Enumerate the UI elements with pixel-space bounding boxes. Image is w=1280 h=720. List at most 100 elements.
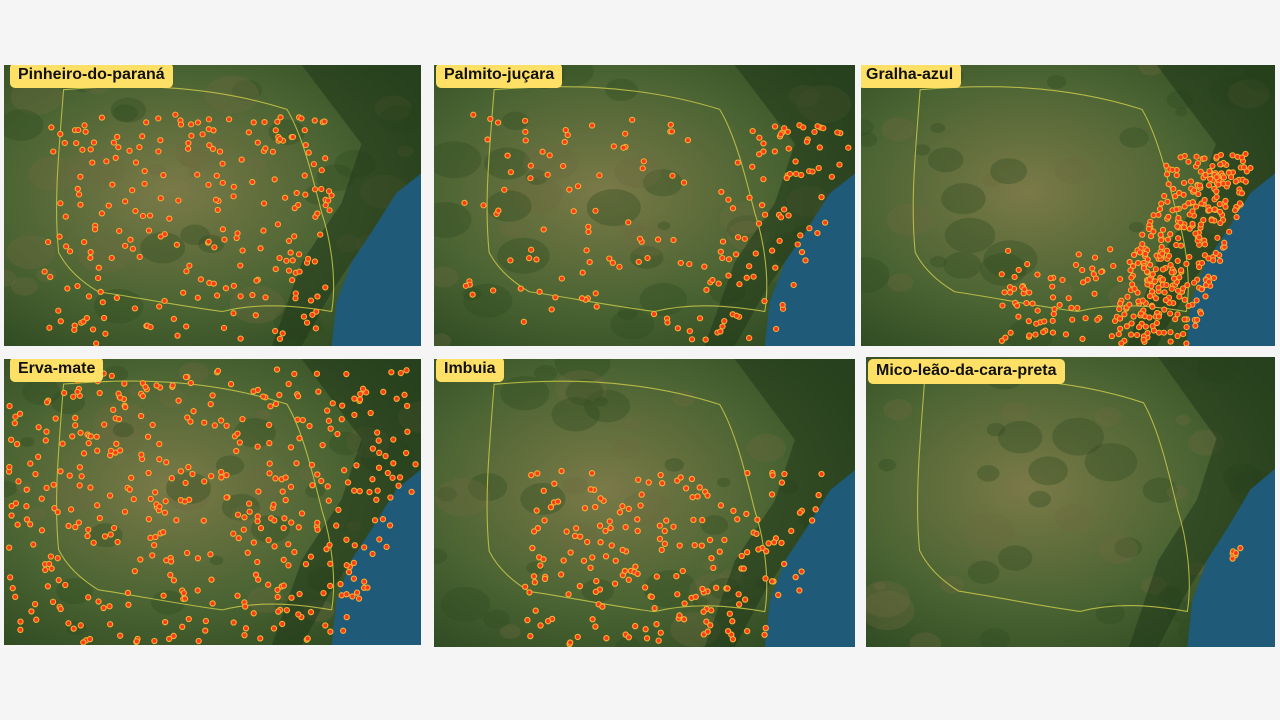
terrain-patch [508, 176, 563, 214]
terrain-patch [165, 472, 212, 505]
occurrence-point [551, 480, 558, 487]
occurrence-point [1159, 276, 1167, 283]
occurrence-point [771, 148, 778, 155]
occurrence-point [57, 605, 64, 613]
occurrence-point [225, 116, 233, 123]
occurrence-point [1243, 168, 1250, 175]
terrain-patch [179, 148, 207, 168]
occurrence-point [397, 369, 404, 377]
occurrence-point [84, 532, 91, 540]
occurrence-point [544, 617, 552, 625]
occurrence-point [33, 616, 40, 623]
terrain-patch [520, 482, 566, 515]
occurrence-point [170, 315, 178, 322]
occurrence-point [266, 439, 273, 447]
occurrence-point [806, 225, 813, 232]
terrain-patch [4, 109, 44, 141]
occurrence-point [1198, 286, 1205, 293]
occurrence-point [1177, 154, 1184, 161]
occurrence-point [219, 226, 227, 233]
occurrence-point [1238, 154, 1246, 161]
occurrence-point [55, 307, 62, 314]
terrain-patch [551, 397, 600, 432]
occurrence-point [734, 234, 742, 241]
occurrence-point [279, 330, 286, 337]
occurrence-point [625, 576, 632, 583]
occurrence-point [174, 332, 181, 339]
occurrence-point [357, 390, 364, 398]
occurrence-point [166, 215, 173, 222]
occurrence-point [1163, 247, 1171, 254]
occurrence-point [87, 484, 94, 491]
occurrence-point [1161, 192, 1168, 200]
occurrence-point [522, 128, 529, 135]
occurrence-point [345, 568, 353, 576]
occurrence-point [187, 121, 195, 128]
occurrence-point [325, 197, 332, 204]
occurrence-point [57, 200, 64, 207]
occurrence-point [136, 144, 143, 151]
occurrence-point [175, 197, 182, 204]
occurrence-point [236, 439, 243, 446]
occurrence-point [1216, 208, 1224, 215]
occurrence-point [1151, 278, 1159, 285]
occurrence-point [809, 168, 816, 175]
occurrence-point [684, 137, 692, 144]
occurrence-point [249, 178, 256, 186]
occurrence-point [122, 403, 129, 411]
occurrence-point [1149, 271, 1156, 278]
occurrence-point [644, 254, 651, 262]
occurrence-point [762, 575, 769, 582]
occurrence-point [233, 447, 240, 455]
occurrence-point [262, 294, 269, 301]
terrain-patch [657, 221, 671, 231]
occurrence-point [366, 488, 373, 496]
terrain-patch [927, 147, 964, 173]
terrain-patch [881, 117, 916, 142]
occurrence-point [1090, 271, 1097, 278]
occurrence-point [272, 327, 279, 335]
occurrence-point [14, 521, 21, 528]
occurrence-point [1126, 258, 1133, 266]
occurrence-point [170, 577, 178, 584]
occurrence-point [160, 529, 167, 536]
occurrence-point [563, 528, 570, 535]
occurrence-point [279, 620, 286, 628]
occurrence-point [87, 249, 94, 256]
occurrence-point [78, 473, 85, 480]
occurrence-point [181, 498, 189, 505]
occurrence-point [1032, 331, 1039, 338]
occurrence-point [815, 165, 822, 172]
occurrence-point [1213, 188, 1220, 195]
terrain-patch [909, 632, 942, 647]
occurrence-point [783, 174, 790, 182]
occurrence-point [15, 478, 22, 485]
occurrence-point [177, 121, 185, 128]
occurrence-point [1229, 152, 1236, 159]
occurrence-point [110, 406, 117, 413]
occurrence-point [800, 124, 807, 131]
state-border [56, 86, 335, 313]
occurrence-point [1015, 266, 1022, 274]
occurrence-point [403, 402, 411, 410]
occurrence-point [299, 416, 306, 424]
occurrence-point [653, 620, 660, 628]
terrain-patch [77, 236, 131, 274]
occurrence-point [266, 460, 273, 467]
occurrence-point [320, 589, 327, 597]
occurrence-point [234, 430, 241, 437]
terrain-patch [110, 97, 147, 123]
occurrence-point [210, 127, 217, 134]
state-border [486, 86, 768, 313]
occurrence-point [187, 418, 194, 425]
occurrence-point [1222, 203, 1229, 210]
occurrence-point [285, 237, 293, 245]
occurrence-point [65, 522, 72, 530]
occurrence-point [245, 129, 252, 136]
occurrence-point [562, 126, 569, 134]
occurrence-point [309, 311, 316, 318]
occurrence-point [333, 522, 340, 529]
occurrence-point [756, 134, 763, 141]
occurrence-point [522, 137, 529, 144]
map-canvas [861, 65, 1275, 346]
